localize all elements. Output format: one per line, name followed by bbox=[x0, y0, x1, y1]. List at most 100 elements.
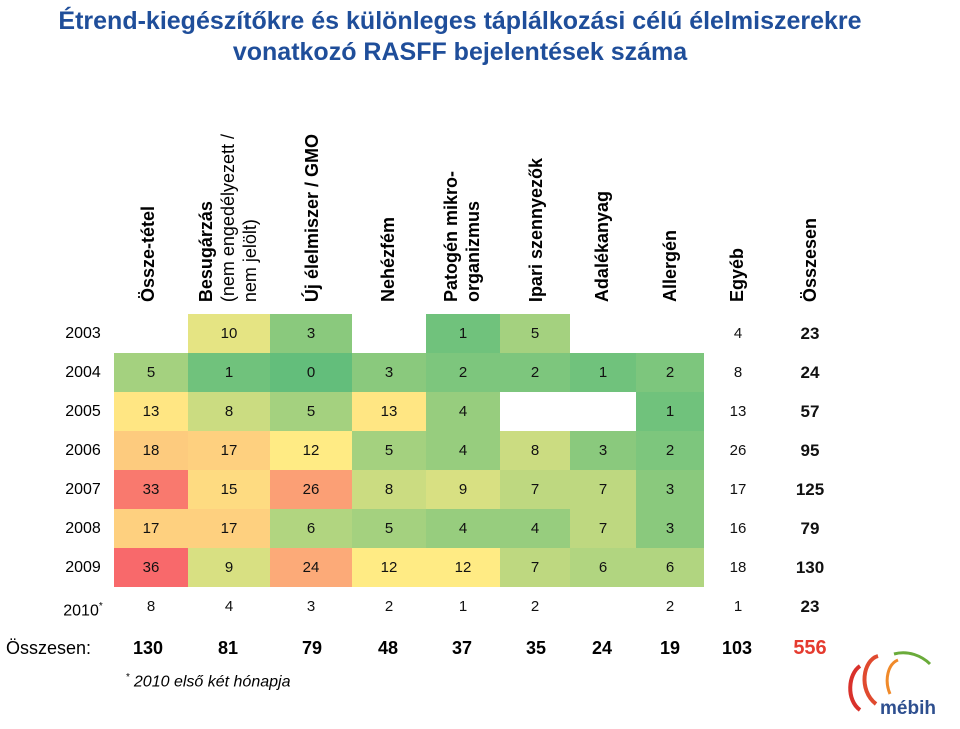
heatmap-cell: 4 bbox=[426, 509, 500, 548]
row-total: 23 bbox=[800, 597, 820, 616]
heatmap-cell: 3 bbox=[306, 598, 316, 615]
column-total: 79 bbox=[301, 638, 323, 658]
heatmap-cell: 3 bbox=[636, 509, 704, 548]
footnote-text: 2010 első két hónapja bbox=[133, 673, 291, 691]
heatmap-cell bbox=[570, 314, 636, 353]
heatmap-cell bbox=[114, 314, 188, 353]
heatmap-cell: 3 bbox=[636, 470, 704, 509]
heatmap-cell: 3 bbox=[270, 314, 352, 353]
heatmap-cell: 16 bbox=[729, 520, 747, 537]
column-total: 130 bbox=[132, 638, 164, 658]
mebih-logo bbox=[848, 651, 932, 712]
heatmap-cell: 7 bbox=[570, 509, 636, 548]
heatmap-cell: 9 bbox=[426, 470, 500, 509]
heatmap-cell: 12 bbox=[352, 548, 426, 587]
grand-total: 556 bbox=[793, 637, 827, 659]
heatmap-cell: 2 bbox=[500, 353, 570, 392]
heatmap-cell: 8 bbox=[188, 392, 270, 431]
heatmap-cell: 3 bbox=[352, 353, 426, 392]
row-year: 2006 bbox=[65, 442, 101, 459]
heatmap-cell: 18 bbox=[114, 431, 188, 470]
row-year: 2005 bbox=[65, 403, 101, 420]
heatmap-cell: 8 bbox=[352, 470, 426, 509]
column-total: 81 bbox=[217, 638, 239, 658]
logo-swoosh-left bbox=[848, 664, 862, 712]
heatmap-cell: 24 bbox=[270, 548, 352, 587]
heatmap-cell bbox=[636, 314, 704, 353]
heatmap-cell bbox=[500, 392, 570, 431]
heatmap-cell: 2 bbox=[384, 598, 394, 615]
footnote: * 2010 első két hónapja bbox=[126, 672, 290, 691]
heatmap-cell: 17 bbox=[114, 509, 188, 548]
row-total: 23 bbox=[800, 324, 820, 343]
heatmap-cell: 3 bbox=[570, 431, 636, 470]
heatmap-cell: 13 bbox=[729, 403, 747, 420]
row-total: 95 bbox=[800, 441, 820, 460]
heatmap-cell: 1 bbox=[458, 598, 468, 615]
heatmap-cell: 9 bbox=[188, 548, 270, 587]
heatmap-cell: 6 bbox=[570, 548, 636, 587]
heatmap-cell: 5 bbox=[114, 353, 188, 392]
heatmap-cell: 1 bbox=[188, 353, 270, 392]
row-total: 24 bbox=[800, 363, 820, 382]
heatmap-cell: 36 bbox=[114, 548, 188, 587]
row-total: 130 bbox=[795, 558, 825, 577]
row-total: 79 bbox=[800, 519, 820, 538]
heatmap-cell: 2 bbox=[665, 598, 675, 615]
logo-text: mébih bbox=[880, 698, 936, 719]
heatmap-cell bbox=[570, 587, 636, 626]
heatmap-cell: 12 bbox=[270, 431, 352, 470]
logo-swoosh-right bbox=[885, 658, 899, 695]
heatmap-cell: 8 bbox=[500, 431, 570, 470]
heatmap-cell: 17 bbox=[188, 431, 270, 470]
heatmap-cell: 8 bbox=[733, 364, 743, 381]
heatmap-cell: 6 bbox=[270, 509, 352, 548]
logo-leaf bbox=[893, 651, 932, 666]
row-year: 2008 bbox=[65, 520, 101, 537]
column-total: 48 bbox=[377, 638, 399, 658]
heatmap-cell: 10 bbox=[188, 314, 270, 353]
column-total: 19 bbox=[659, 638, 681, 658]
heatmap-cell: 1 bbox=[426, 314, 500, 353]
heatmap-cell: 5 bbox=[352, 509, 426, 548]
heatmap-cell: 4 bbox=[500, 509, 570, 548]
page-title: Étrend-kiegészítőkre és különleges táplá… bbox=[58, 7, 862, 66]
heatmap-cell: 2 bbox=[636, 353, 704, 392]
heatmap-cell: 7 bbox=[500, 470, 570, 509]
heatmap-cell: 15 bbox=[188, 470, 270, 509]
heatmap-cell: 4 bbox=[733, 325, 743, 342]
column-total: 35 bbox=[525, 638, 547, 658]
heatmap-cell: 26 bbox=[270, 470, 352, 509]
column-total: 103 bbox=[721, 638, 753, 658]
heatmap-cell: 0 bbox=[270, 353, 352, 392]
row-year: 2003 bbox=[65, 325, 101, 342]
heatmap-cell: 13 bbox=[114, 392, 188, 431]
heatmap-cell: 5 bbox=[270, 392, 352, 431]
row-total: 125 bbox=[795, 480, 825, 499]
heatmap-cell: 5 bbox=[500, 314, 570, 353]
row-year-mark: * bbox=[98, 601, 103, 612]
totals-row-label: Összesen: bbox=[6, 638, 92, 658]
heatmap-cell: 7 bbox=[570, 470, 636, 509]
heatmap-cell: 6 bbox=[636, 548, 704, 587]
heatmap-cell: 2 bbox=[426, 353, 500, 392]
heatmap-cell: 17 bbox=[188, 509, 270, 548]
heatmap-cell: 1 bbox=[636, 392, 704, 431]
heatmap-cell: 8 bbox=[146, 598, 156, 615]
row-year: 2004 bbox=[65, 364, 101, 381]
row-year: 2009 bbox=[65, 559, 101, 576]
column-total: 37 bbox=[451, 638, 473, 658]
heatmap-cell: 7 bbox=[500, 548, 570, 587]
heatmap-cell: 17 bbox=[729, 481, 747, 498]
heatmap-cell: 2 bbox=[636, 431, 704, 470]
row-total: 57 bbox=[800, 402, 820, 421]
column-total: 24 bbox=[591, 638, 613, 658]
heatmap-cell: 4 bbox=[426, 431, 500, 470]
row-year: 2010* bbox=[63, 601, 103, 620]
heatmap-cell bbox=[570, 392, 636, 431]
heatmap-cell: 26 bbox=[729, 442, 747, 459]
heatmap-cell: 1 bbox=[733, 598, 743, 615]
heatmap-cell: 4 bbox=[224, 598, 234, 615]
heatmap-cell: 5 bbox=[352, 431, 426, 470]
